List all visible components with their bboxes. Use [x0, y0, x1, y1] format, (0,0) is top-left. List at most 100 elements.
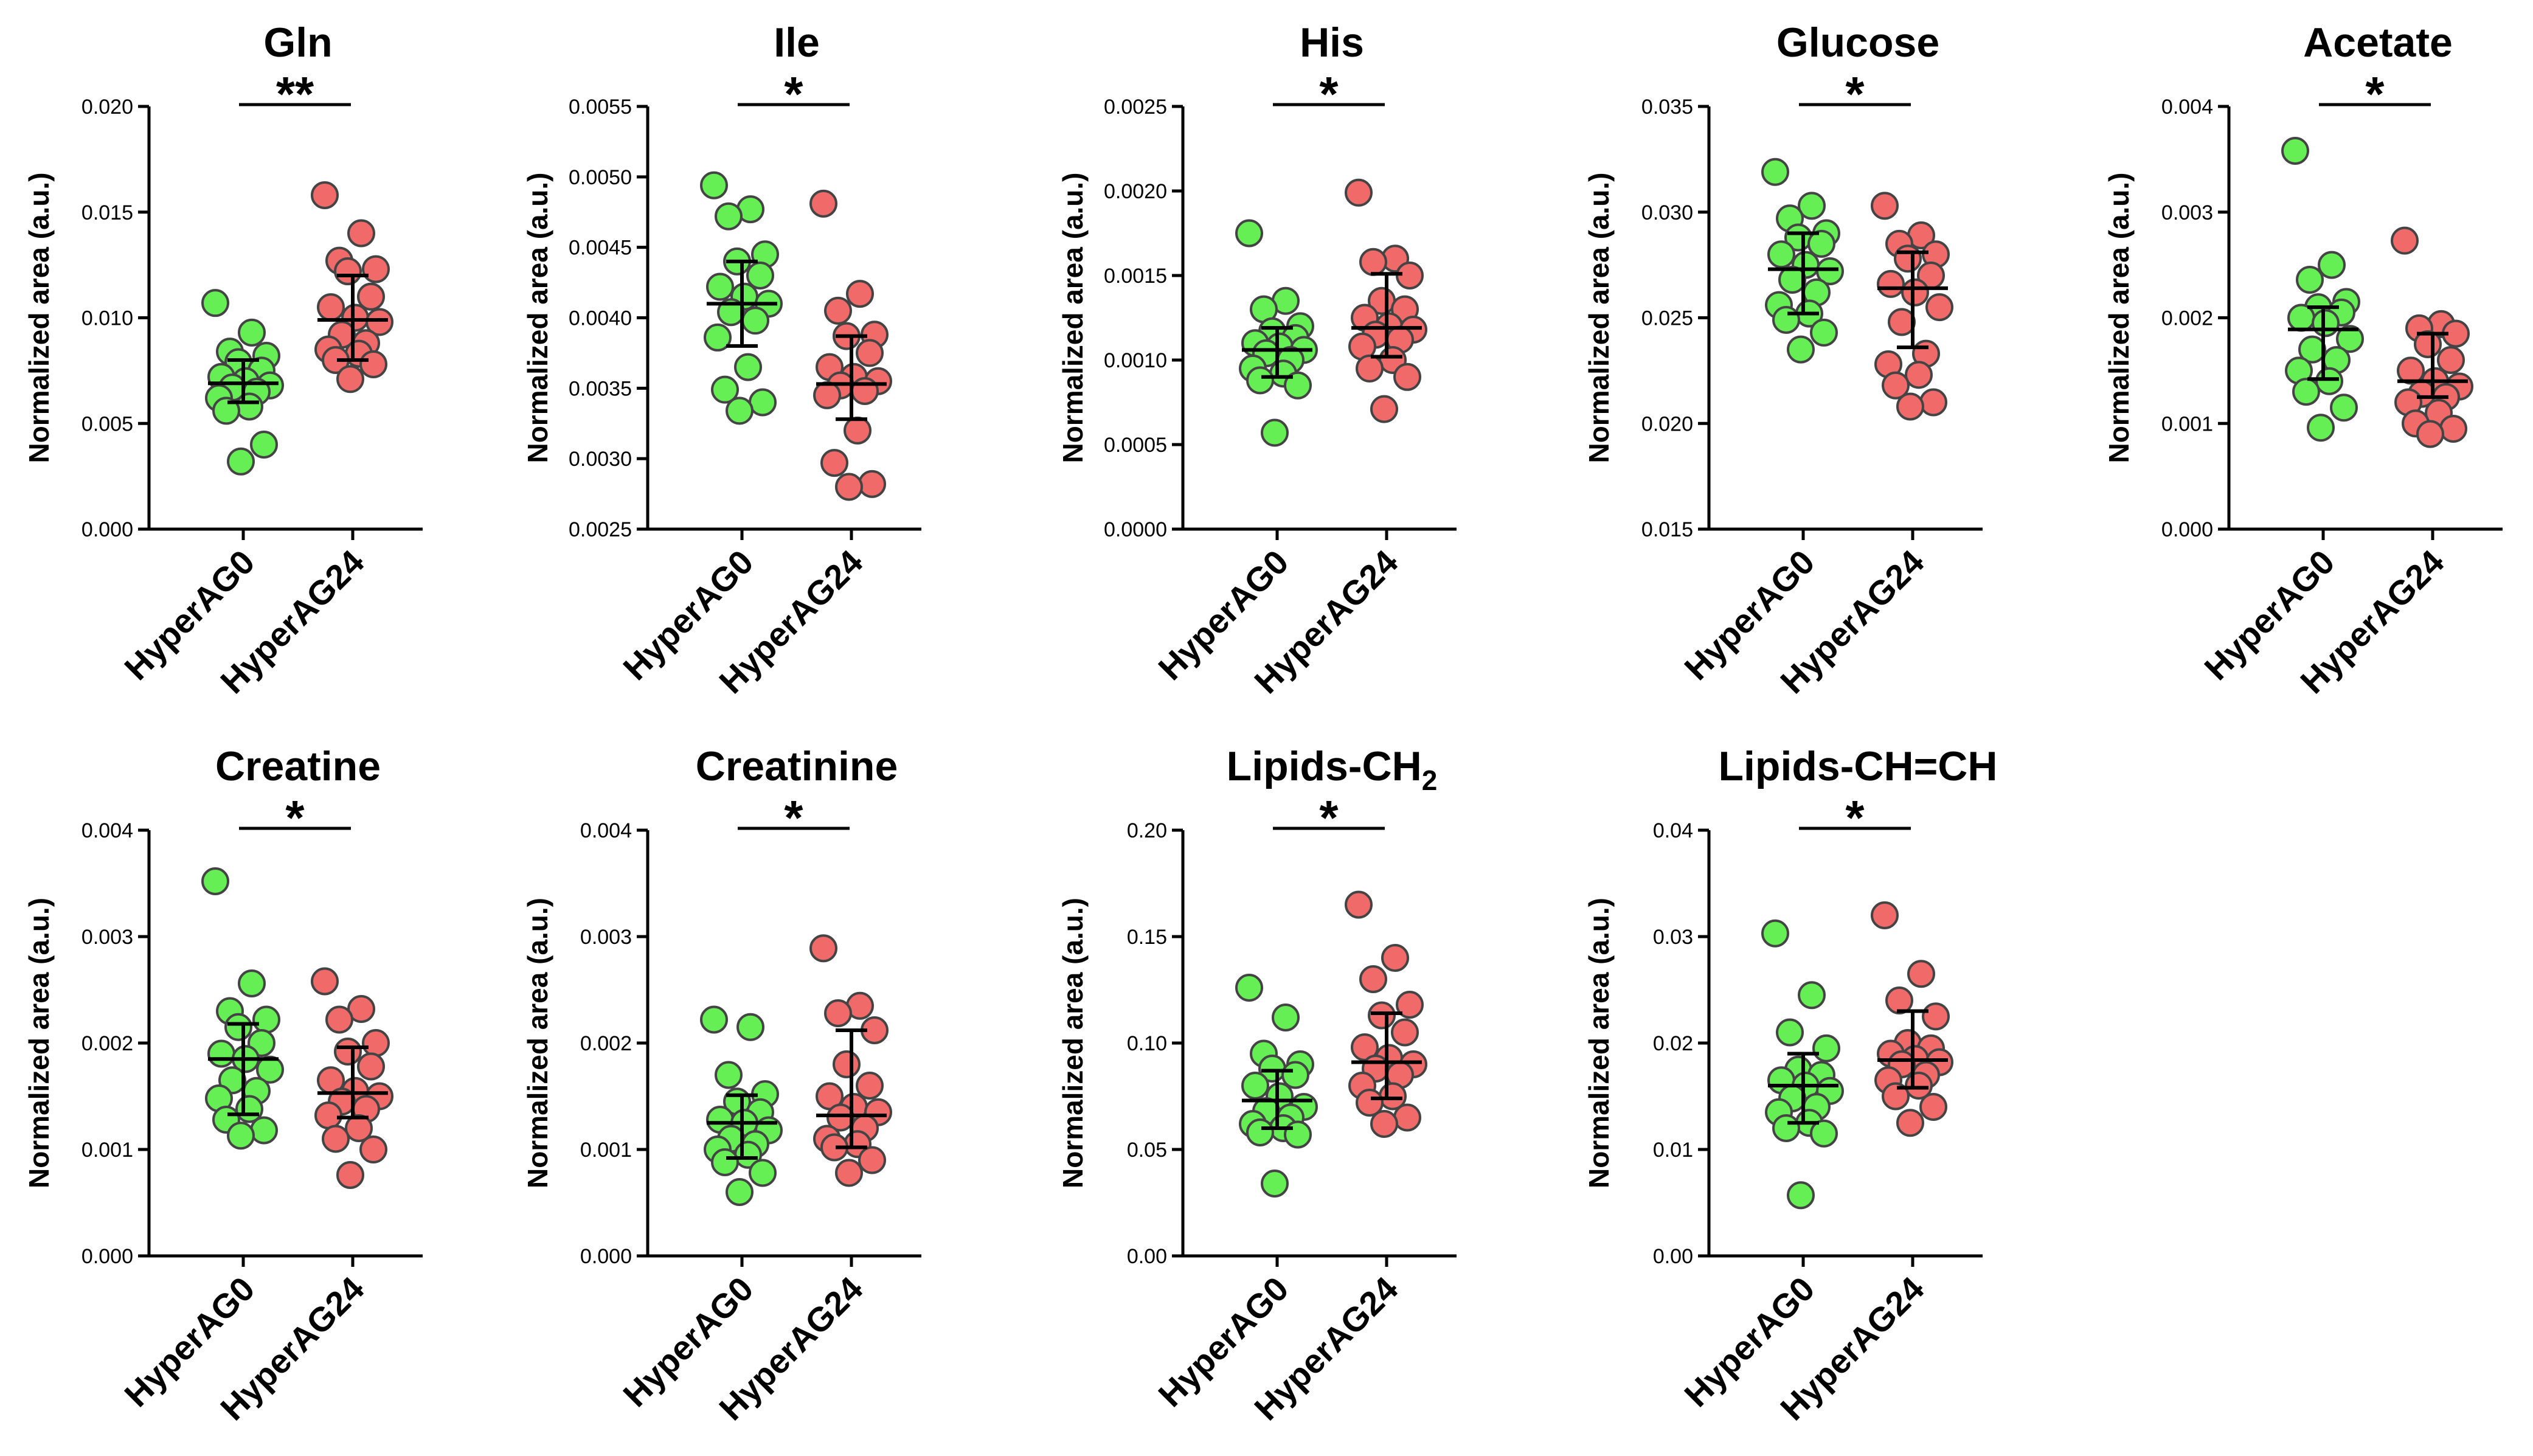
- data-point: [359, 350, 387, 378]
- y-tick-label: 0.0000: [1104, 518, 1167, 541]
- data-point: [2437, 346, 2465, 374]
- data-point: [256, 1055, 284, 1084]
- data-point: [1246, 366, 1274, 395]
- data-point: [1871, 901, 1899, 929]
- data-point: [824, 296, 852, 325]
- data-point: [1370, 395, 1398, 423]
- data-point: [334, 257, 362, 286]
- data-point: [1345, 178, 1373, 207]
- data-point: [314, 1101, 342, 1129]
- data-point: [715, 202, 743, 231]
- y-tick-label: 0.0005: [1104, 434, 1167, 457]
- y-tick-label: 0.004: [2161, 95, 2213, 119]
- y-axis-label: Normalized area (a.u.): [2103, 172, 2135, 463]
- data-point: [1284, 371, 1312, 400]
- data-point: [1882, 371, 1910, 400]
- data-point: [347, 219, 375, 248]
- data-point: [706, 272, 734, 301]
- y-axis-label: Normalized area (a.u.): [23, 172, 55, 463]
- data-point: [359, 1135, 387, 1163]
- data-point: [212, 397, 240, 425]
- y-tick-label: 0.0040: [569, 307, 632, 330]
- y-tick-label: 0.000: [81, 518, 133, 541]
- y-axis-label: Normalized area (a.u.): [522, 898, 553, 1188]
- data-point: [1284, 1120, 1312, 1149]
- data-point: [1772, 1114, 1800, 1142]
- panel-acetate: Acetate* 0.000 0.001 0.002 0.003 0.004 Normali…: [2103, 19, 2503, 701]
- data-point: [1235, 219, 1263, 248]
- y-tick-label: 0.0020: [1104, 180, 1167, 203]
- y-tick-label: 0.025: [1641, 307, 1693, 330]
- data-point: [1356, 1089, 1384, 1117]
- data-point: [207, 1039, 235, 1068]
- data-point: [741, 307, 769, 335]
- data-point: [711, 375, 739, 404]
- data-point: [824, 999, 852, 1027]
- data-point: [734, 353, 762, 381]
- data-point: [1272, 1004, 1300, 1031]
- data-point: [858, 1146, 886, 1174]
- data-point: [704, 323, 732, 352]
- data-point: [317, 293, 345, 322]
- data-point: [227, 447, 255, 476]
- data-point: [201, 867, 229, 895]
- data-point: [252, 1005, 280, 1034]
- y-tick-label: 0.005: [81, 412, 133, 435]
- data-point: [1907, 960, 1935, 988]
- data-point: [1261, 418, 1289, 447]
- panel-ile: Ile* 0.0025 0.0030 0.0035 0.0040 0.0045 0.0050…: [522, 19, 921, 701]
- data-point: [1281, 1061, 1309, 1089]
- data-point: [1381, 944, 1409, 972]
- y-axis-label: Normalized area (a.u.): [1583, 172, 1615, 463]
- data-point: [2315, 367, 2343, 395]
- data-point: [809, 934, 837, 963]
- data-point: [250, 431, 278, 459]
- data-point: [1798, 192, 1826, 220]
- data-point: [227, 1121, 255, 1150]
- data-point: [1368, 1001, 1396, 1030]
- y-tick-label: 0.015: [81, 201, 133, 224]
- y-tick-label: 0.04: [1653, 819, 1693, 842]
- y-tick-label: 0.01: [1653, 1139, 1693, 1162]
- y-tick-label: 0.003: [2161, 201, 2213, 224]
- data-point: [1391, 1018, 1419, 1047]
- data-point: [835, 1159, 863, 1187]
- data-point: [844, 416, 871, 445]
- y-tick-label: 0.002: [580, 1032, 632, 1055]
- data-point: [357, 282, 385, 311]
- data-point: [1246, 1118, 1274, 1146]
- y-tick-label: 0.002: [81, 1032, 133, 1055]
- y-tick-label: 0.0025: [1104, 95, 1167, 119]
- panel-title: His: [1300, 19, 1364, 66]
- panel-lipids-ch-ch: Lipids-CH=CH* 0.00 0.01 0.02 0.03 0.04 Normali…: [1583, 743, 1998, 1427]
- data-point: [1393, 1103, 1421, 1132]
- data-point: [1396, 991, 1424, 1019]
- panel-gln: Gln** 0.000 0.005 0.010 0.015 0.020 Normalized…: [23, 19, 423, 701]
- data-point: [846, 280, 874, 308]
- data-point: [1807, 229, 1835, 258]
- data-point: [224, 1013, 252, 1041]
- data-point: [833, 1050, 861, 1078]
- data-point: [250, 1116, 278, 1145]
- data-point: [1345, 890, 1373, 919]
- significance-stars: *: [1319, 67, 1339, 121]
- data-point: [1767, 240, 1795, 269]
- data-point: [1816, 257, 1844, 286]
- data-point: [311, 967, 339, 996]
- data-point: [1370, 1110, 1398, 1138]
- y-tick-label: 0.001: [2161, 412, 2213, 435]
- data-point: [1885, 986, 1913, 1014]
- data-point: [1810, 1119, 1838, 1148]
- panel-lipids-ch: Lipids-CH2* 0.00 0.05 0.10 0.15 0.20 Normalize…: [1057, 743, 1457, 1427]
- y-tick-label: 0.20: [1127, 819, 1167, 842]
- y-tick-label: 0.0010: [1104, 349, 1167, 372]
- y-axis-label: Normalized area (a.u.): [23, 898, 55, 1188]
- data-point: [835, 473, 863, 501]
- data-point: [1761, 919, 1789, 948]
- data-point: [347, 995, 375, 1023]
- panel-title: Lipids-CH=CH: [1719, 743, 1998, 789]
- data-point: [1235, 974, 1263, 1002]
- data-point: [2439, 414, 2467, 443]
- panel-glucose: Glucose* 0.015 0.020 0.025 0.030 0.035 Normali…: [1583, 19, 1983, 701]
